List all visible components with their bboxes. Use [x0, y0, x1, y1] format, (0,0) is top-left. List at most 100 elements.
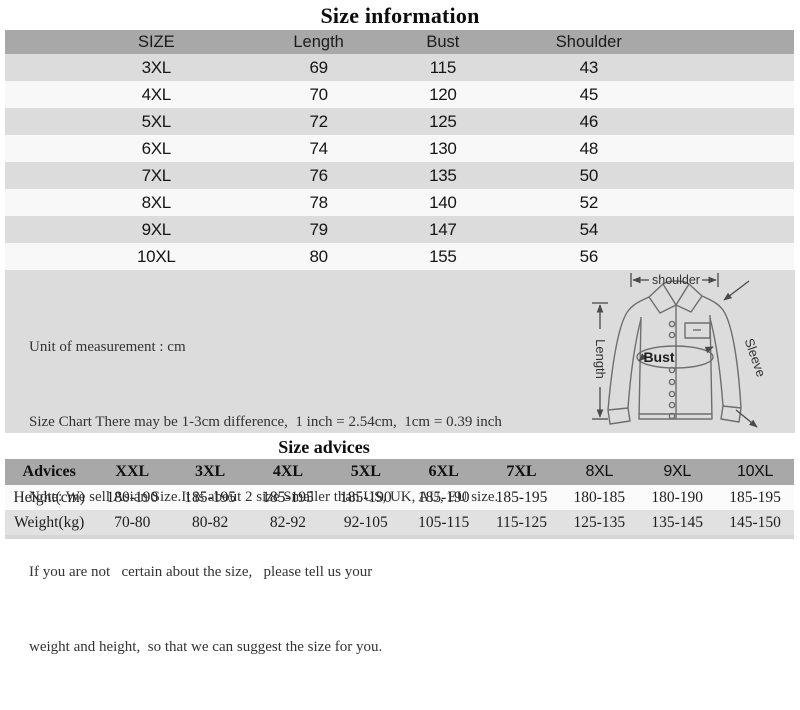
- size-cell: 8XL: [141, 192, 172, 212]
- size-advices-title: Size advices: [278, 437, 370, 457]
- size-cell: 9XL: [141, 219, 172, 239]
- advices-header-9xl: 9XL: [638, 459, 717, 485]
- size-cell: 3XL: [141, 57, 172, 77]
- table-row: 8XL 78 140 52: [5, 189, 794, 216]
- jacket-measurement-diagram: shoulder Length Sleeve Bust: [592, 273, 769, 428]
- height-cell: 185-195: [184, 488, 236, 506]
- height-cell: 180-190: [651, 488, 704, 506]
- spacer-cell: [680, 162, 794, 189]
- weight-cell: 92-105: [343, 513, 388, 531]
- measurement-arrows-group: [592, 273, 758, 428]
- advices-header-7xl: 7XL: [482, 459, 561, 485]
- table-row: 4XL 70 120 45: [5, 81, 794, 108]
- note-line-difference: Size Chart There may be 1-3cm difference…: [29, 414, 502, 430]
- weight-cell: 135-145: [651, 513, 704, 531]
- bust-cell: 120: [429, 84, 457, 104]
- length-cell: 69: [309, 57, 328, 77]
- size-table-header-row: SIZE Length Bust Shoulder: [5, 30, 794, 54]
- weight-cell: 70-80: [114, 513, 151, 531]
- length-cell: 79: [309, 219, 328, 239]
- height-cell: 185-195: [262, 488, 314, 506]
- diagram-length-label: Length: [593, 339, 608, 379]
- bust-cell: 135: [429, 165, 457, 185]
- spacer-cell: [680, 135, 794, 162]
- weight-cell: 80-82: [192, 513, 229, 531]
- advices-header-3xl: 3XL: [171, 459, 250, 485]
- bust-cell: 140: [429, 192, 457, 212]
- size-cell: 4XL: [141, 84, 172, 104]
- weight-cell: 82-92: [269, 513, 307, 531]
- note-line-ask-2: weight and height, so that we can sugges…: [29, 639, 383, 655]
- table-row: 7XL 76 135 50: [5, 162, 794, 189]
- height-row-label: Height(cm): [13, 488, 85, 506]
- table-row: 10XL 80 155 56: [5, 243, 794, 270]
- shoulder-cell: 54: [579, 219, 599, 239]
- table-row: 5XL 72 125 46: [5, 108, 794, 135]
- note-line-unit: Unit of measurement : cm: [29, 339, 186, 355]
- advices-header-xxl: XXL: [93, 459, 172, 485]
- jacket-outline-group: [607, 280, 742, 425]
- table-row: 3XL 69 115 43: [5, 54, 794, 81]
- size-advices-table: Advices XXL 3XL 4XL 5XL 6XL 7XL 8XL 9XL …: [5, 459, 794, 539]
- weight-cell: 115-125: [495, 513, 548, 531]
- spacer-cell: [680, 189, 794, 216]
- weight-cell: 105-115: [418, 513, 470, 531]
- advices-header-4xl: 4XL: [249, 459, 327, 485]
- weight-row-label: Weight(kg): [14, 513, 85, 531]
- advices-header-10xl: 10XL: [716, 459, 794, 485]
- weight-row: Weight(kg) 70-80 80-82 82-92 92-105 105-…: [5, 510, 794, 537]
- length-cell: 70: [309, 84, 328, 104]
- shoulder-cell: 45: [579, 84, 599, 104]
- length-cell: 76: [309, 165, 328, 185]
- height-cell: 185-195: [495, 488, 548, 506]
- spacer-cell: [680, 108, 794, 135]
- table-row: 6XL 74 130 48: [5, 135, 794, 162]
- spacer-cell: [680, 54, 794, 81]
- size-information-page: Size information SIZE Length Bust Should…: [0, 3, 800, 655]
- spacer-cell: [680, 81, 794, 108]
- diagram-sleeve-label: Sleeve: [742, 336, 769, 378]
- bust-cell: 155: [429, 246, 457, 266]
- shoulder-cell: 46: [579, 111, 599, 131]
- bust-cell: 115: [429, 57, 457, 77]
- table-row: 9XL 79 147 54: [5, 216, 794, 243]
- page-title: Size information: [320, 3, 480, 28]
- length-cell: 80: [309, 246, 328, 266]
- note-line-asian-size: Note: We sell Asian Size.It is about 2 s…: [29, 489, 499, 505]
- size-table-header-size: SIZE: [5, 30, 250, 54]
- advices-header-row: Advices XXL 3XL 4XL 5XL 6XL 7XL 8XL 9XL …: [5, 459, 794, 485]
- notes-and-diagram-band: Unit of measurement : cm Size Chart Ther…: [5, 270, 795, 655]
- height-cell: 185-195: [729, 488, 781, 506]
- advices-header-8xl: 8XL: [560, 459, 639, 485]
- size-cell: 6XL: [141, 138, 172, 158]
- advices-header-5xl: 5XL: [326, 459, 405, 485]
- diagram-bust-label: Bust: [643, 349, 674, 365]
- bust-cell: 130: [429, 138, 457, 158]
- size-cell: 7XL: [141, 165, 172, 185]
- measurement-notes: Unit of measurement : cm Size Chart Ther…: [29, 285, 502, 710]
- height-cell: 180-190: [106, 488, 159, 506]
- bust-cell: 125: [429, 111, 457, 131]
- shoulder-cell: 56: [579, 246, 599, 266]
- weight-cell: 145-150: [729, 513, 781, 531]
- size-table-header-spacer: [679, 30, 794, 54]
- advices-header-6xl: 6XL: [404, 459, 483, 485]
- size-cell: 5XL: [141, 111, 172, 131]
- note-line-ask-1: If you are not certain about the size, p…: [29, 564, 373, 580]
- shoulder-cell: 43: [579, 57, 599, 77]
- height-cell: 180-185: [573, 488, 626, 506]
- size-cell: 10XL: [137, 246, 176, 266]
- shoulder-cell: 52: [579, 192, 599, 212]
- height-row: Height(cm) 180-190 185-195 185-195 185-1…: [5, 485, 794, 510]
- length-cell: 78: [309, 192, 328, 212]
- spacer-cell: [680, 216, 794, 243]
- weight-cell: 125-135: [573, 513, 626, 531]
- length-cell: 74: [309, 138, 328, 158]
- size-table: SIZE Length Bust Shoulder 3XL 69 115 43 …: [5, 30, 794, 270]
- height-cell: 185-190: [339, 488, 392, 506]
- shoulder-cell: 48: [579, 138, 599, 158]
- size-table-header-length: Length: [249, 30, 388, 54]
- height-cell: 185-190: [417, 488, 470, 506]
- advices-header-label: Advices: [5, 459, 94, 485]
- spacer-cell: [680, 243, 794, 270]
